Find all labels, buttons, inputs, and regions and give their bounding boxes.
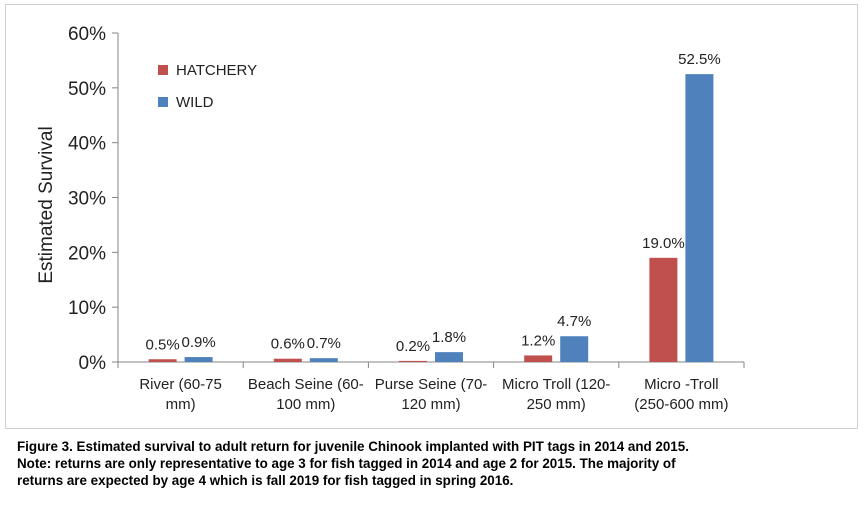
bar-hatchery [399, 360, 427, 362]
x-category-label: 120 mm) [401, 396, 460, 413]
x-category-label: (250-600 mm) [634, 396, 728, 413]
data-label: 0.5% [145, 336, 179, 353]
data-label: 1.2% [521, 332, 555, 349]
data-label: 52.5% [678, 51, 721, 68]
x-category-label: Beach Seine (60- [248, 376, 364, 393]
x-category-label: 100 mm) [276, 396, 335, 413]
x-category-label: River (60-75 [139, 376, 222, 393]
figure-caption: Figure 3. Estimated survival to adult re… [17, 438, 862, 489]
bar-wild [184, 357, 213, 362]
x-category-label: Micro Troll (120- [502, 376, 610, 393]
data-label: 0.2% [396, 338, 430, 355]
y-axis: 0% 10% 20% 30% 40% 50% 60% [68, 24, 119, 374]
data-label: 0.6% [271, 336, 305, 353]
y-tick-label: 40% [68, 134, 106, 155]
y-tick-label: 0% [79, 353, 107, 374]
data-label: 0.9% [181, 334, 215, 351]
y-tick-label: 20% [68, 243, 106, 264]
legend-label: HATCHERY [176, 62, 257, 79]
chart-frame: 0% 10% 20% 30% 40% 50% 60% River (60-75 mm) Beac… [5, 4, 858, 429]
data-label: 1.8% [432, 329, 466, 346]
bar-chart: 0% 10% 20% 30% 40% 50% 60% River (60-75 mm) Beac… [36, 24, 745, 413]
bar-hatchery [649, 257, 678, 362]
data-label: 4.7% [557, 313, 591, 330]
bar-hatchery [148, 359, 177, 362]
y-tick-label: 60% [68, 24, 106, 45]
data-label: 0.7% [307, 335, 341, 352]
y-tick-label: 30% [68, 189, 106, 210]
legend-swatch-wild [158, 97, 168, 107]
caption-line: Note: returns are only representative to… [17, 456, 676, 471]
legend: HATCHERY WILD [158, 62, 257, 111]
x-category-label: Micro -Troll [644, 376, 718, 393]
x-axis: River (60-75 mm) Beach Seine (60- 100 mm) Pu… [117, 361, 745, 413]
legend-label: WILD [176, 94, 214, 111]
caption-line: Figure 3. Estimated survival to adult re… [17, 439, 689, 454]
bar-wild [309, 358, 338, 362]
data-labels: 0.5% 0.6% 0.2% 1.2% 19.0% 0.9% 0.7% 1.8% 4.7% 52.… [145, 51, 720, 355]
y-axis-title: Estimated Survival [36, 126, 57, 283]
bar-hatchery [524, 355, 553, 362]
y-tick-label: 50% [68, 79, 106, 100]
caption-line: returns are expected by age 4 which is f… [17, 473, 514, 488]
bar-wild [560, 336, 589, 362]
x-category-label: mm) [166, 396, 196, 413]
x-category-label: 250 mm) [527, 396, 586, 413]
y-tick-label: 10% [68, 298, 106, 319]
x-category-label: Purse Seine (70- [375, 376, 488, 393]
bars [148, 74, 714, 362]
bar-wild [435, 352, 463, 362]
bar-hatchery [273, 358, 302, 362]
legend-swatch-hatchery [158, 65, 168, 75]
bar-wild [685, 74, 714, 362]
data-label: 19.0% [642, 235, 685, 252]
